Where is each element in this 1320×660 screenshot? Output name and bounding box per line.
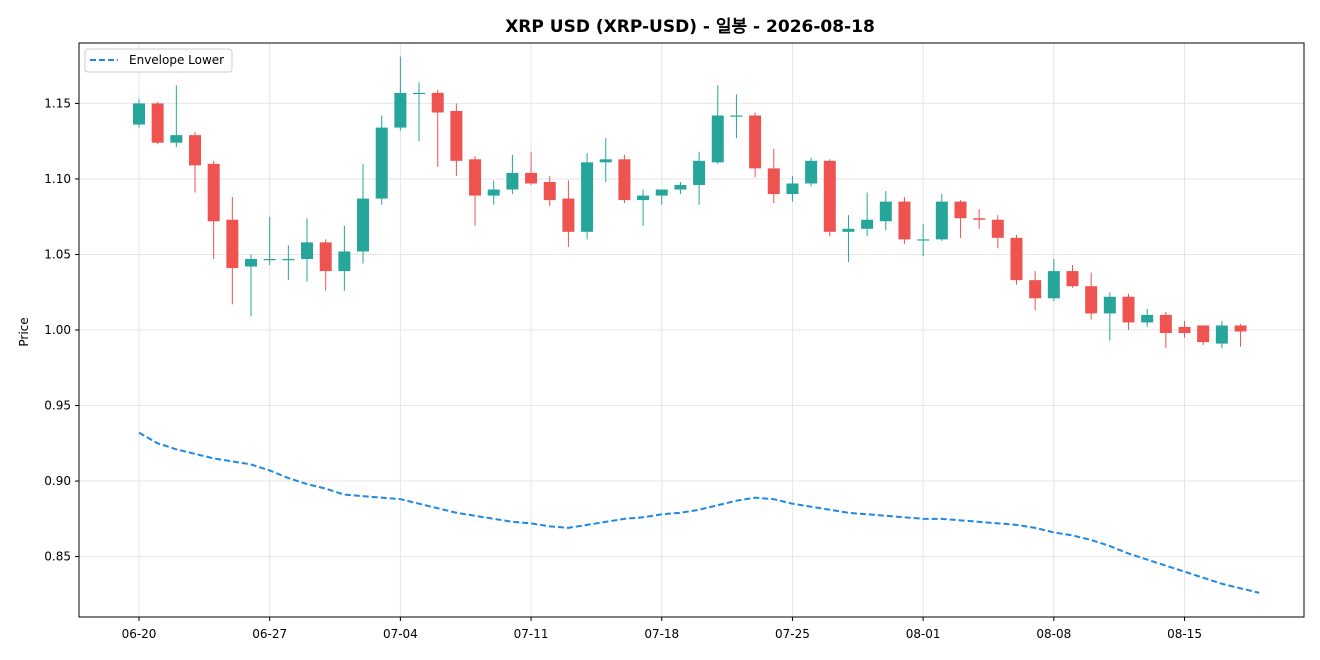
candle-body-up — [413, 92, 426, 95]
candle-body-up — [282, 259, 295, 261]
x-tick-label: 08-08 — [1036, 627, 1071, 641]
candle-body-down — [525, 172, 538, 184]
candle-body-up — [674, 184, 687, 190]
x-tick-label: 06-27 — [252, 627, 287, 641]
y-tick-label: 1.05 — [44, 247, 71, 261]
y-tick-label: 0.85 — [44, 550, 71, 564]
candle-body-up — [301, 242, 314, 260]
legend-envelope-label: Envelope Lower — [129, 53, 224, 67]
candle-body-up — [375, 127, 388, 199]
candle-body-up — [917, 239, 930, 241]
x-tick-label: 07-04 — [383, 627, 418, 641]
candle-body-down — [973, 218, 986, 220]
y-tick-label: 0.95 — [44, 399, 71, 413]
candle-body-down — [1085, 286, 1098, 314]
candle-body-down — [207, 163, 220, 222]
candle-body-up — [1103, 296, 1116, 314]
x-tick-label: 07-18 — [644, 627, 679, 641]
candle-body-up — [693, 160, 706, 185]
x-tick-label: 07-11 — [514, 627, 549, 641]
candle-body-down — [431, 92, 444, 113]
candle-body-up — [1047, 271, 1060, 299]
candle-body-down — [1197, 325, 1210, 343]
candle-body-up — [394, 92, 407, 128]
candle-body-up — [338, 251, 351, 272]
candle-body-down — [1122, 296, 1135, 323]
y-tick-label: 1.00 — [44, 323, 71, 337]
candle-body-down — [749, 115, 762, 169]
candles — [133, 56, 1247, 349]
candle-body-down — [898, 201, 911, 240]
candle-body-down — [450, 110, 463, 161]
candle-body-up — [581, 162, 594, 232]
x-tick-label: 08-15 — [1167, 627, 1202, 641]
candle-body-down — [618, 159, 631, 201]
candle-body-up — [1215, 325, 1228, 344]
legend-box — [84, 48, 233, 73]
candle-body-up — [861, 219, 874, 229]
candle-body-down — [469, 159, 482, 196]
y-axis-label: Price — [17, 317, 31, 346]
legend: Envelope Lower — [84, 48, 233, 73]
candle-body-up — [730, 115, 743, 117]
candle-body-down — [1159, 314, 1172, 334]
candle-body-up — [170, 135, 183, 143]
y-tick-label: 1.10 — [44, 172, 71, 186]
candle-body-down — [991, 219, 1004, 238]
x-tick-label: 08-01 — [906, 627, 941, 641]
candle-body-up — [935, 201, 948, 240]
candle-body-down — [954, 201, 967, 219]
candle-body-up — [879, 201, 892, 222]
y-tick-label: 1.15 — [44, 96, 71, 110]
candle-body-down — [1234, 325, 1247, 332]
candle-body-down — [823, 160, 836, 232]
candle-body-up — [133, 103, 145, 125]
candle-body-up — [506, 172, 519, 190]
candle-body-down — [562, 198, 575, 232]
candle-body-down — [151, 103, 164, 143]
y-tick-label: 0.90 — [44, 474, 71, 488]
candle-body-down — [319, 242, 332, 272]
candle-body-up — [599, 159, 612, 163]
candle-body-up — [786, 183, 799, 195]
candle-body-down — [1066, 271, 1079, 287]
candle-body-up — [805, 160, 818, 184]
candle-body-up — [263, 259, 276, 261]
candle-body-up — [637, 195, 650, 201]
candle-body-down — [189, 135, 202, 166]
candle-body-down — [767, 168, 780, 195]
candle-body-down — [1029, 280, 1042, 299]
candle-body-up — [655, 189, 668, 196]
candle-body-down — [1178, 326, 1191, 334]
candle-body-down — [1010, 237, 1023, 281]
candle-body-up — [1141, 314, 1154, 323]
chart-title: XRP USD (XRP-USD) - 일봉 - 2026-08-18 — [505, 17, 875, 37]
candle-body-down — [543, 181, 556, 201]
x-tick-label: 07-25 — [775, 627, 810, 641]
candle-body-down — [226, 219, 239, 269]
grid-lines — [79, 43, 1304, 617]
candle-body-up — [487, 189, 500, 196]
candle-body-up — [842, 228, 855, 232]
candle-body-up — [357, 198, 370, 252]
x-tick-label: 06-20 — [122, 627, 157, 641]
candle-body-up — [245, 259, 258, 267]
axes: 0.85 0.90 0.95 1.00 1.05 1.10 1.15 06-20 06-27 07… — [44, 96, 1202, 641]
candle-body-up — [711, 115, 724, 163]
